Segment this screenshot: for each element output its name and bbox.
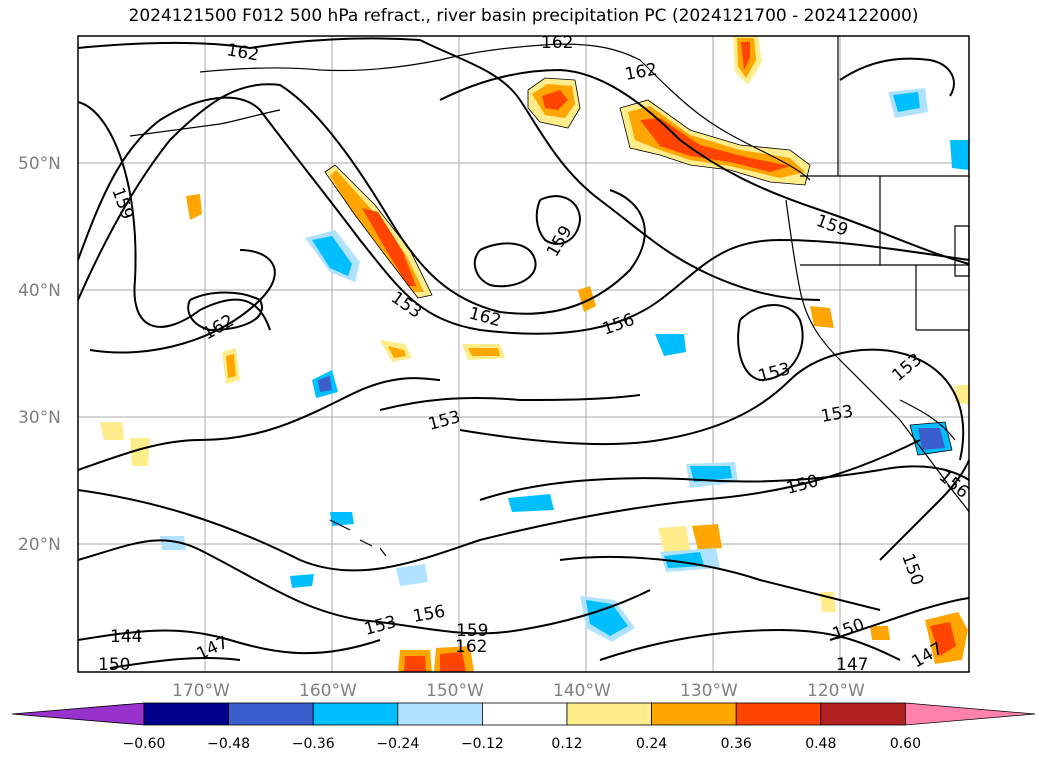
lon-label: 160°W [299,681,357,701]
colorbar-extend-min [11,702,145,726]
colorbar-swatch [312,702,399,726]
lon-label: 150°W [426,681,484,701]
colorbar-tick: 0.36 [721,736,752,752]
colorbar-extend-max [905,702,1036,726]
colorbar-swatch [397,702,483,726]
colorbar-swatch [481,702,568,726]
colorbar-swatch [651,702,737,726]
colorbar-tick: −0.12 [461,736,504,752]
colorbar-swatch [566,702,652,726]
latitude-labels: 50°N 40°N 30°N 20°N [18,154,61,555]
lat-label: 50°N [18,154,61,174]
precip-shading [100,36,969,672]
colorbar-swatch [228,702,314,726]
contour-label: 150 [98,655,130,675]
lon-label: 120°W [807,681,865,701]
lat-label: 40°N [18,281,61,301]
lat-label: 30°N [18,408,61,428]
lon-label: 140°W [553,681,611,701]
colorbar-swatch [820,702,906,726]
colorbar-tick: 0.24 [636,736,667,752]
contour-label: 159 [456,621,488,641]
colorbar-tick: 0.48 [805,736,836,752]
colorbar-tick: −0.36 [292,736,335,752]
colorbar-tick: −0.60 [123,736,166,752]
contour-label: 162 [541,33,573,53]
colorbar-tick: −0.24 [376,736,419,752]
longitude-labels: 170°W 160°W 150°W 140°W 130°W 120°W [172,681,865,701]
colorbar-ticks: −0.60 −0.48 −0.36 −0.24 −0.12 0.12 0.24 … [123,736,921,752]
colorbar-swatch [735,702,822,726]
map-frame [77,35,970,673]
colorbar-tick: −0.48 [207,736,250,752]
colorbar-swatch [143,702,229,726]
map-title: 2024121500 F012 500 hPa refract., river … [128,6,919,26]
coastlines [129,36,970,557]
contour-label: 144 [110,627,142,647]
refractivity-contours [77,37,970,669]
contour-label: 147 [836,655,868,675]
lon-label: 130°W [680,681,738,701]
contour-label: 162 [455,637,487,657]
lon-label: 170°W [172,681,230,701]
colorbar [11,702,1036,726]
colorbar-tick: 0.12 [551,736,582,752]
colorbar-tick: 0.60 [890,736,921,752]
lat-label: 20°N [18,535,61,555]
